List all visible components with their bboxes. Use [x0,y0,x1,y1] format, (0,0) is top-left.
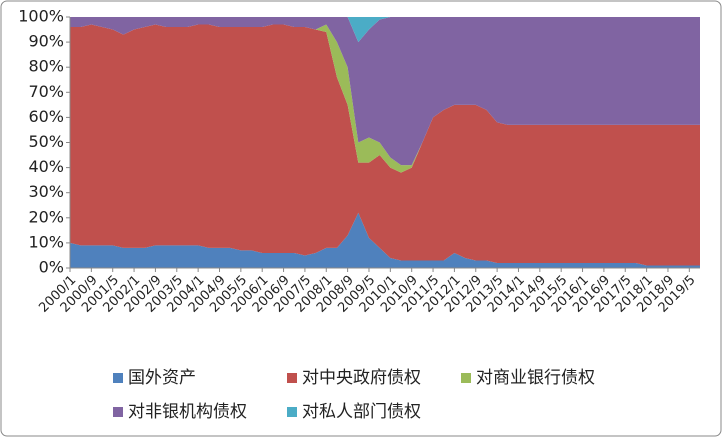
y-tick-label: 60% [28,107,64,126]
y-tick-label: 10% [28,232,64,251]
area [70,24,700,266]
legend-label: 对私人部门债权 [302,402,421,422]
area [70,212,700,268]
y-tick-label: 100% [18,7,64,26]
legend-label: 对非银机构债权 [128,402,247,422]
y-tick-label: 80% [28,57,64,76]
y-tick-label: 0% [39,258,64,277]
y-tick-label: 30% [28,182,64,201]
legend-swatch [113,373,123,383]
area [70,17,700,166]
legend-label: 对商业银行债权 [476,368,595,388]
y-tick-label: 90% [28,32,64,51]
y-tick-label: 50% [28,132,64,151]
y-tick-label: 20% [28,207,64,226]
legend-swatch [287,407,297,417]
legend-swatch [113,407,123,417]
legend-swatch [287,373,297,383]
legend-label: 国外资产 [128,368,196,388]
y-tick-label: 70% [28,82,64,101]
legend-swatch [461,373,471,383]
y-tick-label: 40% [28,157,64,176]
legend-label: 对中央政府债权 [302,368,421,388]
